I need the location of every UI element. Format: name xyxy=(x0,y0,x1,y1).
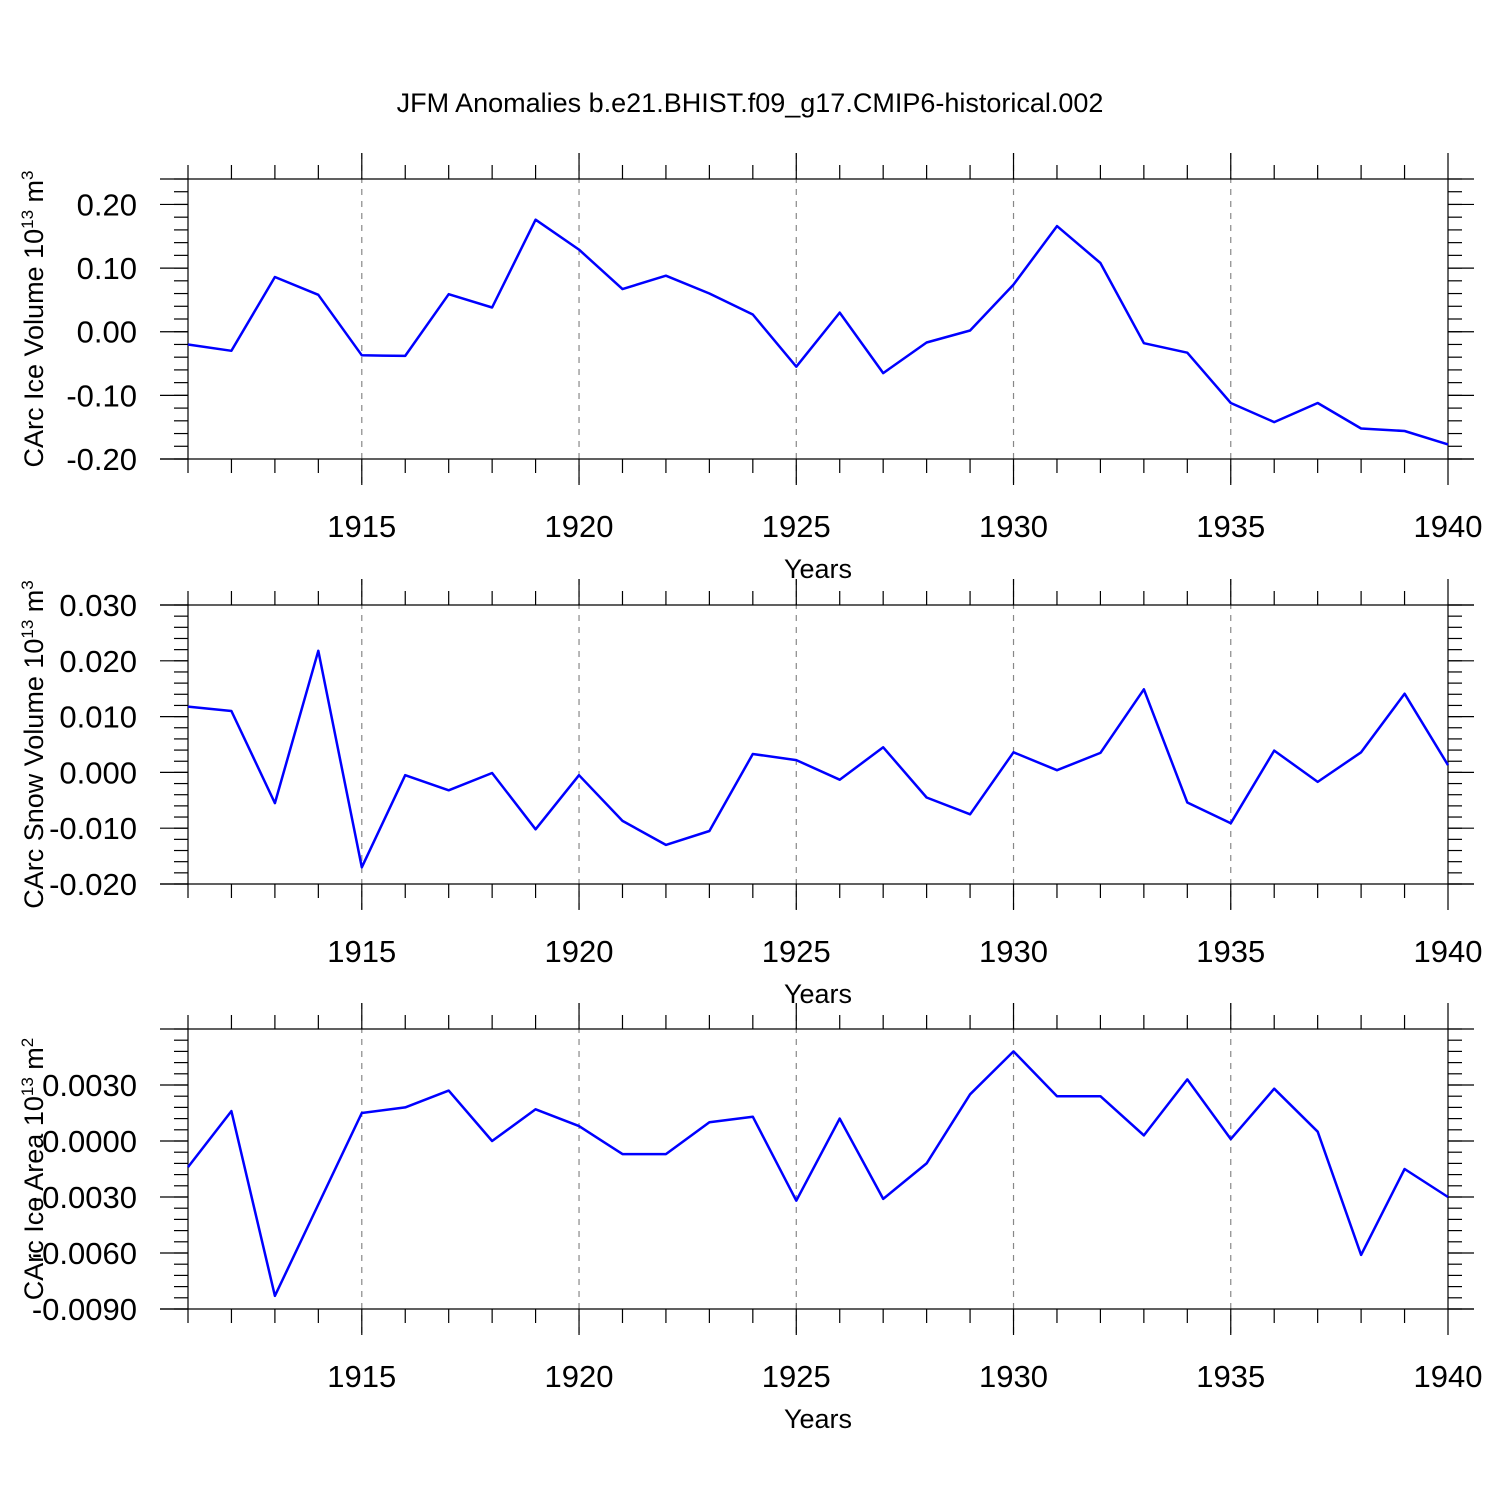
y-axis-label: CArc Snow Volume 1013 m3 xyxy=(18,580,49,909)
x-tick-label: 1915 xyxy=(327,1359,396,1394)
chart-snow-volume: -0.020 -0.010 0.000 0.010 0.020 0.030 1915 1920… xyxy=(18,579,1482,1009)
y-tick-label: 0.030 xyxy=(59,588,137,623)
y-tick-label: 0.20 xyxy=(77,187,137,222)
x-tick-label: 1930 xyxy=(979,1359,1048,1394)
x-tick-label: 1920 xyxy=(545,934,614,969)
y-tick-label: -0.0030 xyxy=(32,1180,137,1215)
x-tick-label: 1925 xyxy=(762,934,831,969)
x-tick-label: 1930 xyxy=(979,934,1048,969)
y-tick-label: -0.0090 xyxy=(32,1292,137,1327)
figure-title: JFM Anomalies b.e21.BHIST.f09_g17.CMIP6-… xyxy=(396,88,1104,118)
x-axis-label: Years xyxy=(784,1404,852,1434)
y-axis-label: CArc Ice Area 1013 m2 xyxy=(18,1038,49,1301)
y-axis-label: CArc Ice Volume 1013 m3 xyxy=(18,170,49,467)
x-axis-label: Years xyxy=(784,979,852,1009)
y-tick-label: -0.020 xyxy=(49,867,137,902)
series-line-snow-volume xyxy=(187,649,1450,869)
x-tick-label: 1915 xyxy=(327,934,396,969)
x-tick-label: 1930 xyxy=(979,509,1048,544)
x-tick-label: 1935 xyxy=(1196,509,1265,544)
x-tick-label: 1925 xyxy=(762,509,831,544)
x-tick-label: 1940 xyxy=(1414,509,1483,544)
x-tick-label: 1915 xyxy=(327,509,396,544)
x-axis-label: Years xyxy=(784,554,852,584)
series-line-ice-volume xyxy=(187,218,1449,446)
y-tick-label: -0.0060 xyxy=(32,1236,137,1271)
y-tick-label: -0.10 xyxy=(66,378,137,413)
x-tick-label: 1920 xyxy=(545,1359,614,1394)
y-tick-label: 0.0000 xyxy=(42,1124,137,1159)
x-tick-label: 1920 xyxy=(545,509,614,544)
x-tick-label: 1935 xyxy=(1196,1359,1265,1394)
y-tick-label: 0.0030 xyxy=(42,1068,137,1103)
x-tick-label: 1935 xyxy=(1196,934,1265,969)
y-tick-label: 0.020 xyxy=(59,644,137,679)
x-tick-label: 1925 xyxy=(762,1359,831,1394)
x-tick-label: 1940 xyxy=(1414,934,1483,969)
y-tick-label: 0.000 xyxy=(59,755,137,790)
y-tick-label: 0.10 xyxy=(77,251,137,286)
y-tick-label: 0.010 xyxy=(59,700,137,735)
y-tick-label: -0.20 xyxy=(66,442,137,477)
chart-ice-area: -0.0090 -0.0060 -0.0030 0.0000 0.0030 1915 192… xyxy=(18,1003,1482,1434)
y-tick-label: 0.00 xyxy=(77,315,137,350)
chart-ice-volume: -0.20 -0.10 0.00 0.10 0.20 1915 1920 1925 1930 19… xyxy=(18,153,1482,584)
series-line-ice-area xyxy=(187,1050,1449,1298)
y-tick-label: -0.010 xyxy=(49,811,137,846)
x-tick-label: 1940 xyxy=(1414,1359,1483,1394)
